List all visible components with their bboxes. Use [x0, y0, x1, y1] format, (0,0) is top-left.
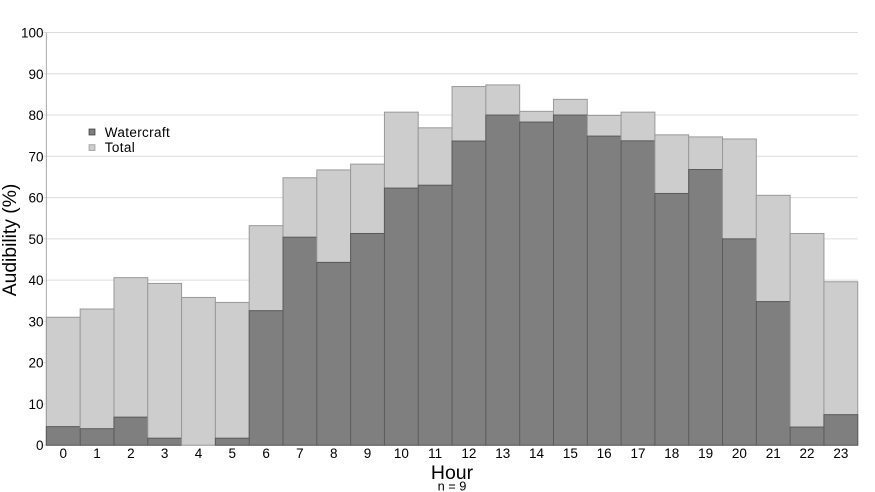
svg-text:7: 7 — [296, 446, 304, 461]
svg-text:0: 0 — [59, 446, 67, 461]
svg-text:50: 50 — [28, 232, 43, 247]
svg-text:4: 4 — [195, 446, 203, 461]
svg-text:6: 6 — [262, 446, 270, 461]
svg-text:70: 70 — [28, 149, 43, 164]
svg-text:14: 14 — [529, 446, 545, 461]
svg-text:80: 80 — [28, 108, 43, 123]
svg-text:20: 20 — [28, 356, 43, 371]
svg-text:Hour: Hour — [431, 462, 474, 484]
svg-text:8: 8 — [330, 446, 338, 461]
svg-text:23: 23 — [833, 446, 848, 461]
svg-text:17: 17 — [630, 446, 645, 461]
svg-text:13: 13 — [495, 446, 510, 461]
svg-text:Audibility (%): Audibility (%) — [0, 184, 21, 297]
svg-text:60: 60 — [28, 191, 43, 206]
svg-text:19: 19 — [698, 446, 713, 461]
svg-text:9: 9 — [364, 446, 372, 461]
svg-text:30: 30 — [28, 314, 43, 329]
svg-text:10: 10 — [394, 446, 409, 461]
svg-text:12: 12 — [461, 446, 476, 461]
svg-text:Total: Total — [105, 140, 135, 155]
svg-text:3: 3 — [161, 446, 169, 461]
svg-text:5: 5 — [229, 446, 237, 461]
svg-text:100: 100 — [21, 26, 44, 41]
svg-text:18: 18 — [664, 446, 679, 461]
svg-text:20: 20 — [732, 446, 747, 461]
svg-text:16: 16 — [597, 446, 612, 461]
svg-text:n = 9: n = 9 — [438, 479, 467, 492]
svg-text:1: 1 — [93, 446, 101, 461]
svg-text:21: 21 — [766, 446, 781, 461]
svg-text:90: 90 — [28, 67, 43, 82]
svg-text:0: 0 — [36, 438, 44, 453]
svg-text:22: 22 — [800, 446, 815, 461]
svg-text:11: 11 — [428, 446, 442, 461]
svg-text:40: 40 — [28, 273, 43, 288]
svg-text:10: 10 — [28, 397, 43, 412]
svg-text:2: 2 — [127, 446, 135, 461]
svg-text:15: 15 — [563, 446, 578, 461]
svg-text:Watercraft: Watercraft — [105, 125, 170, 140]
